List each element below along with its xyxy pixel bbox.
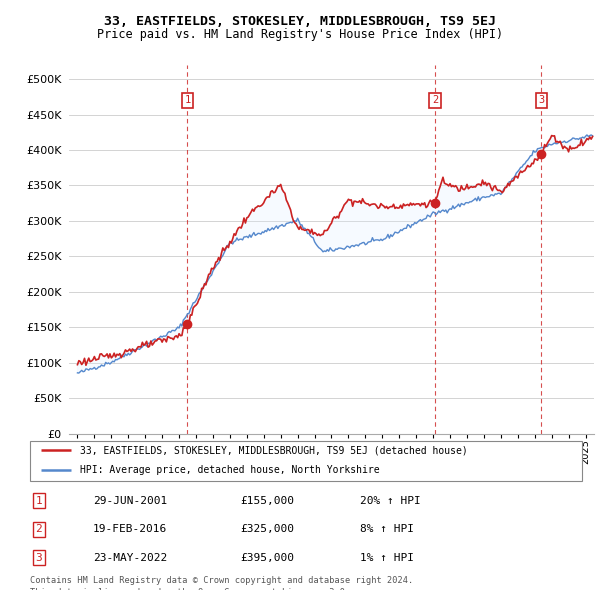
Text: £155,000: £155,000 xyxy=(240,496,294,506)
Text: 3: 3 xyxy=(35,553,43,562)
Text: 2: 2 xyxy=(35,525,43,534)
Text: 33, EASTFIELDS, STOKESLEY, MIDDLESBROUGH, TS9 5EJ (detached house): 33, EASTFIELDS, STOKESLEY, MIDDLESBROUGH… xyxy=(80,445,467,455)
Text: 33, EASTFIELDS, STOKESLEY, MIDDLESBROUGH, TS9 5EJ: 33, EASTFIELDS, STOKESLEY, MIDDLESBROUGH… xyxy=(104,15,496,28)
Text: 2: 2 xyxy=(432,96,438,106)
Text: 19-FEB-2016: 19-FEB-2016 xyxy=(93,525,167,534)
Text: 1: 1 xyxy=(35,496,43,506)
Text: HPI: Average price, detached house, North Yorkshire: HPI: Average price, detached house, Nort… xyxy=(80,466,379,476)
FancyBboxPatch shape xyxy=(30,441,582,481)
Text: This data is licensed under the Open Government Licence v3.0.: This data is licensed under the Open Gov… xyxy=(30,588,350,590)
Text: 23-MAY-2022: 23-MAY-2022 xyxy=(93,553,167,562)
Text: Contains HM Land Registry data © Crown copyright and database right 2024.: Contains HM Land Registry data © Crown c… xyxy=(30,576,413,585)
Text: 20% ↑ HPI: 20% ↑ HPI xyxy=(360,496,421,506)
Text: £325,000: £325,000 xyxy=(240,525,294,534)
Text: £395,000: £395,000 xyxy=(240,553,294,562)
Text: 8% ↑ HPI: 8% ↑ HPI xyxy=(360,525,414,534)
Text: 3: 3 xyxy=(538,96,544,106)
Text: Price paid vs. HM Land Registry's House Price Index (HPI): Price paid vs. HM Land Registry's House … xyxy=(97,28,503,41)
Text: 1: 1 xyxy=(184,96,191,106)
Text: 29-JUN-2001: 29-JUN-2001 xyxy=(93,496,167,506)
Text: 1% ↑ HPI: 1% ↑ HPI xyxy=(360,553,414,562)
